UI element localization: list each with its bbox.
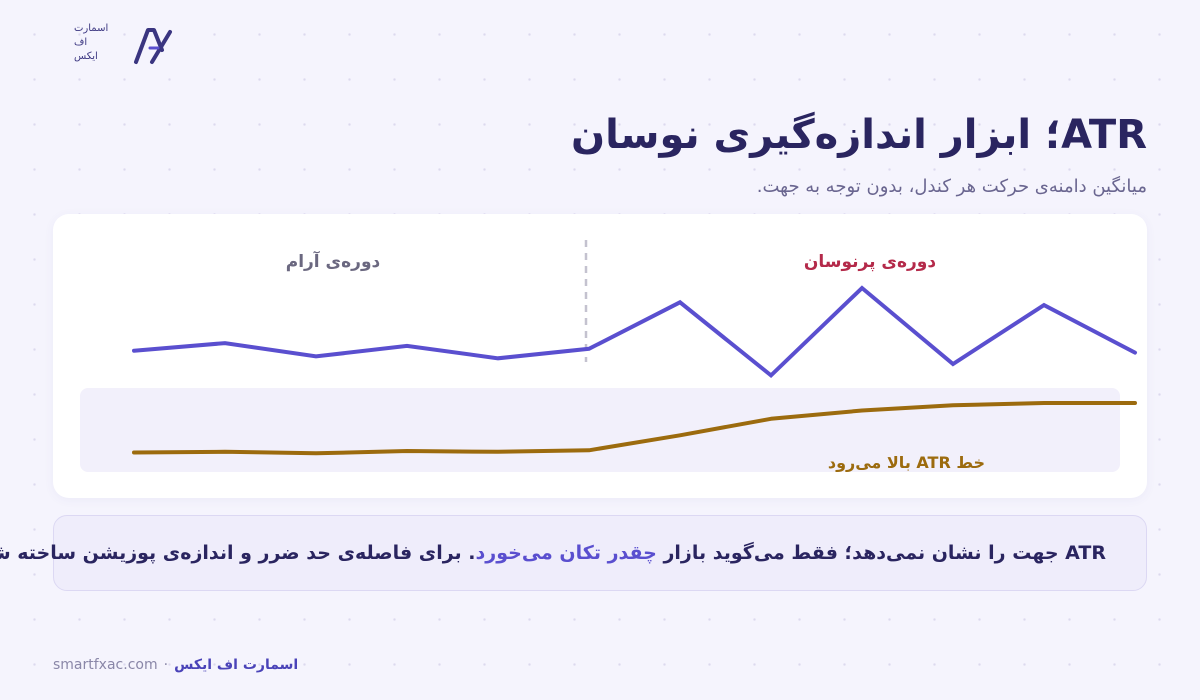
footer-domain-link[interactable]: smartfxac.com (53, 657, 158, 673)
atr-note: ATR جهت را نشان نمی‌دهد؛ فقط می‌گوید باز… (0, 515, 1147, 591)
logo-mark-icon (134, 28, 172, 64)
footer-separator: · (163, 657, 169, 673)
logo-line-1: اسمارت (74, 23, 109, 34)
note-part-1: ATR جهت را نشان نمی‌دهد؛ فقط می‌گوید باز… (656, 542, 1106, 564)
atr-line (132, 401, 1137, 456)
atr-chart: دوره‌ی آرام دوره‌ی پرنوسان خط ATR بالا م… (80, 240, 1137, 472)
page-title: ATR؛ ابزار اندازه‌گیری نوسان (571, 112, 1147, 158)
price-range-line (132, 285, 1137, 379)
logo-line-3: ایکس (74, 51, 98, 62)
volatile-period-label: دوره‌ی پرنوسان (804, 252, 936, 272)
brand-logo: اسمارت اف ایکس (74, 22, 174, 68)
footer-brand: اسمارت اف ایکس (174, 657, 299, 673)
note-text: ATR جهت را نشان نمی‌دهد؛ فقط می‌گوید باز… (0, 542, 1106, 564)
footer: smartfxac.com · اسمارت اف ایکس (53, 657, 298, 673)
atr-line-label: خط ATR بالا می‌رود (828, 453, 985, 472)
page-subtitle: میانگین دامنه‌ی حرکت هر کندل، بدون توجه … (756, 176, 1147, 197)
logo-line-2: اف (74, 37, 88, 48)
calm-period-label: دوره‌ی آرام (286, 250, 381, 272)
logo-wordmark: اسمارت اف ایکس (74, 22, 118, 64)
note-part-2: . برای فاصله‌ی حد ضرر و اندازه‌ی پوزیشن … (0, 542, 476, 564)
note-highlight: چقدر تکان می‌خورد (475, 542, 657, 564)
atr-chart-card: دوره‌ی آرام دوره‌ی پرنوسان خط ATR بالا م… (53, 214, 1147, 498)
